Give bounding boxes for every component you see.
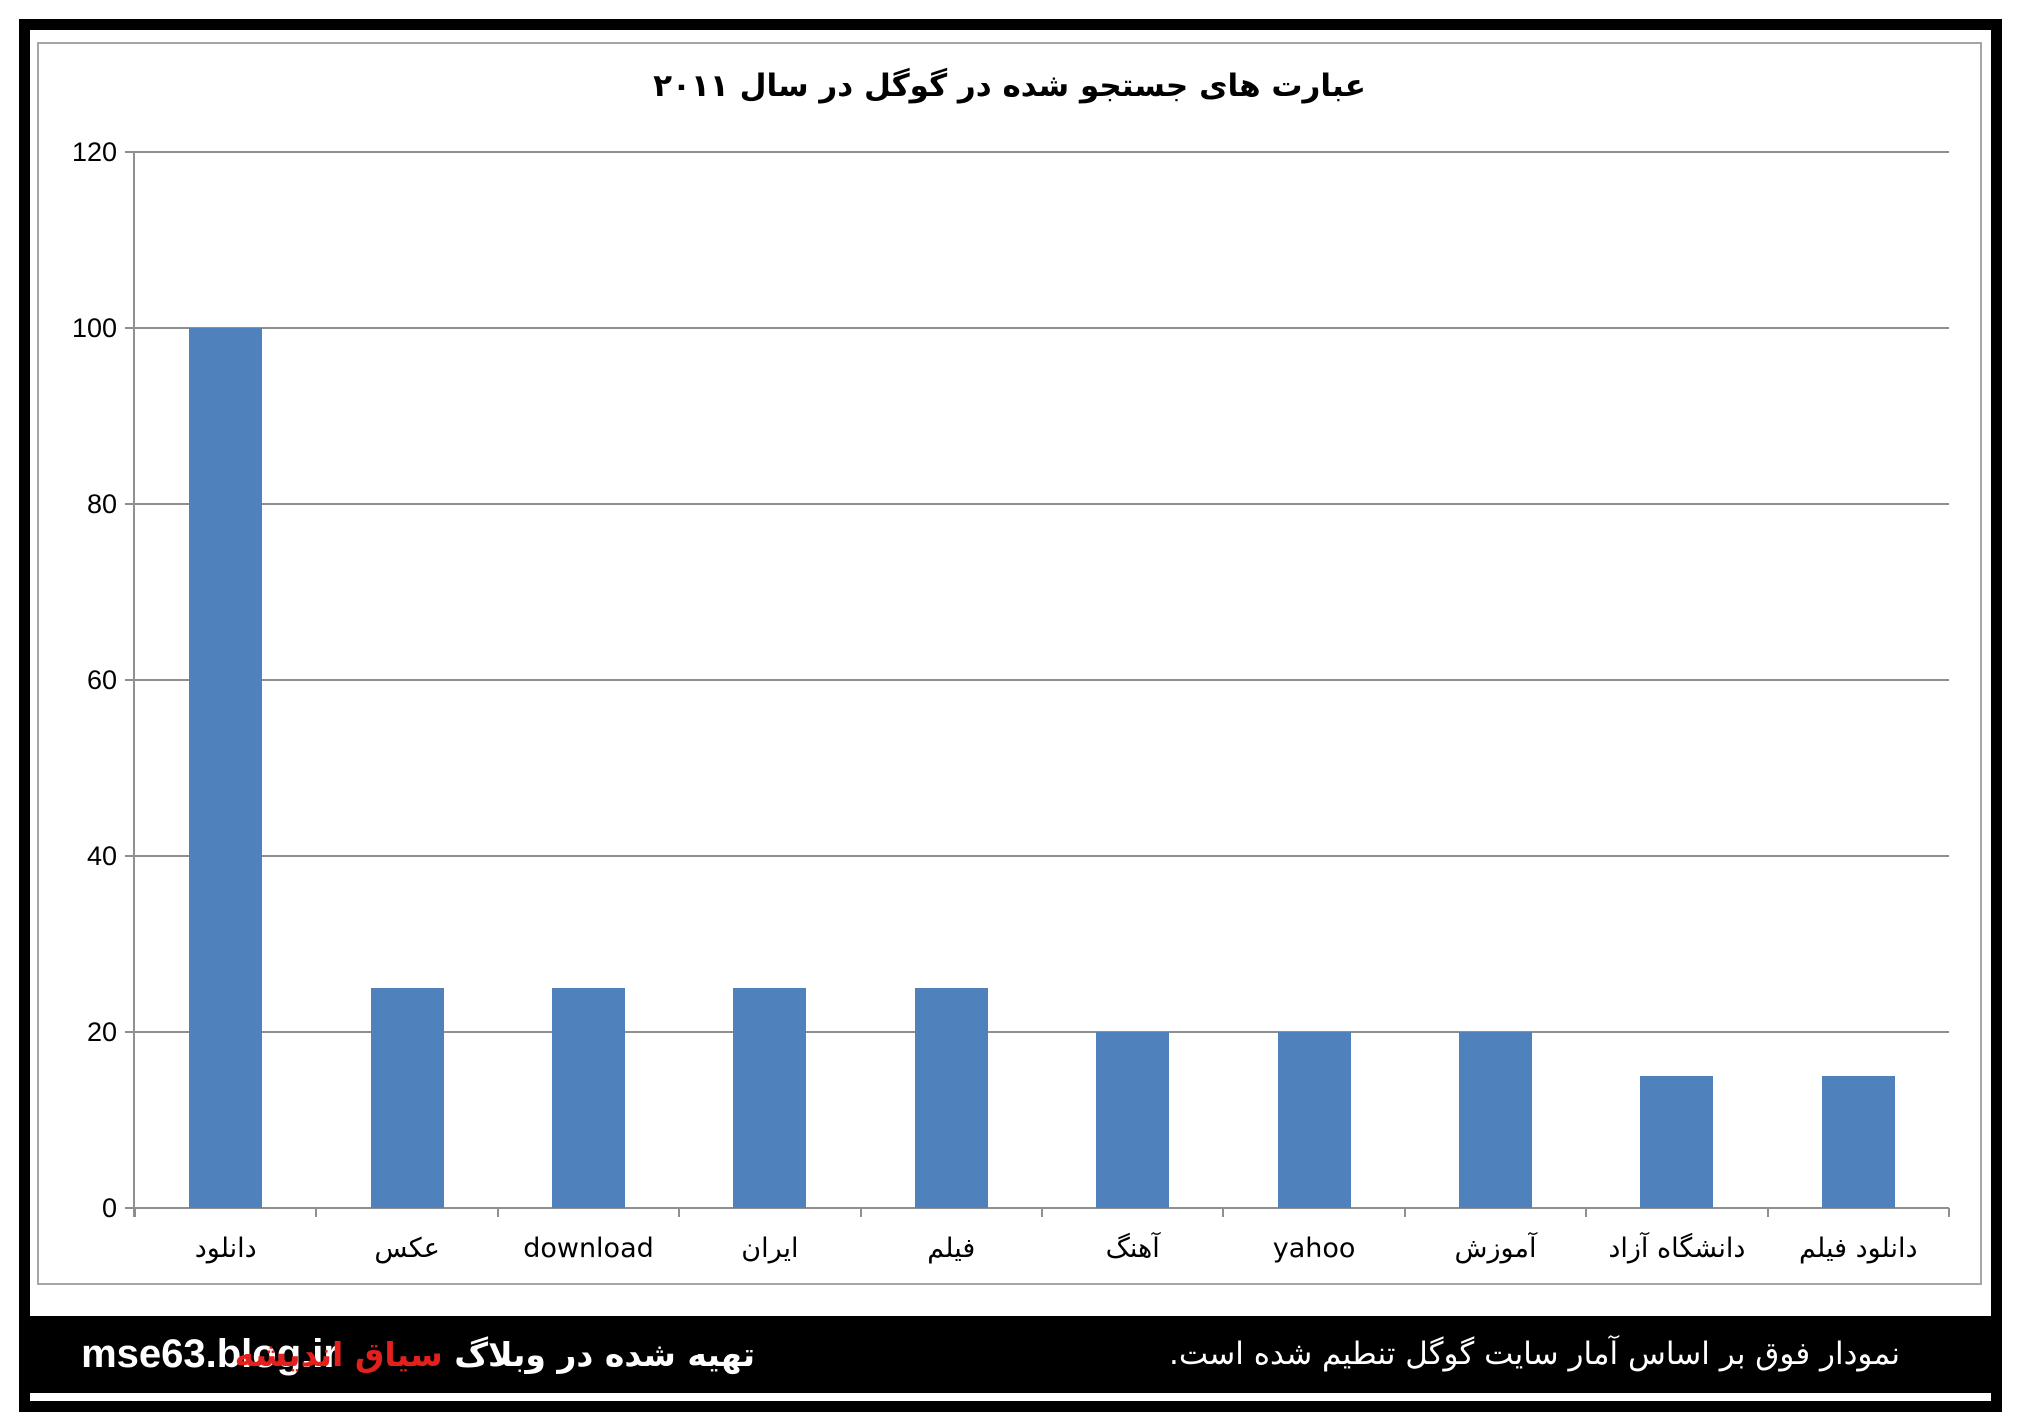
gridline-100 xyxy=(125,327,1949,329)
bar-download xyxy=(552,988,625,1208)
source-note: نمودار فوق بر اساس آمار سایت گوگل تنطیم … xyxy=(1168,1336,1900,1372)
x-axis-label: فیلم xyxy=(927,1233,976,1264)
x-axis-tick xyxy=(315,1208,318,1217)
x-axis-label: ایران xyxy=(741,1233,799,1264)
bar-دانلود فیلم xyxy=(1821,1076,1895,1208)
x-axis-label: yahoo xyxy=(1272,1233,1356,1264)
gridline-60 xyxy=(125,679,1949,681)
y-axis xyxy=(133,152,135,1217)
bar-عکس xyxy=(370,988,444,1208)
x-axis xyxy=(125,1207,1949,1209)
footer-banner: mse63.blog.ir تهیه شده در وبلاگ سیاق اند… xyxy=(30,1316,1991,1393)
chart-title: عبارت های جستجو شده در گوگل در سال ۲۰۱۱ xyxy=(653,68,1366,104)
x-axis-tick xyxy=(859,1208,862,1217)
y-tick-label: 80 xyxy=(86,489,117,519)
x-axis-tick xyxy=(1766,1208,1769,1217)
x-axis-tick xyxy=(496,1208,499,1217)
x-axis-label: آهنگ xyxy=(1105,1233,1160,1264)
gridline-20 xyxy=(125,1031,1949,1033)
x-axis-tick xyxy=(1222,1208,1225,1217)
outer-frame xyxy=(19,19,2002,1412)
y-tick-label: 60 xyxy=(86,665,117,695)
bar-yahoo xyxy=(1277,1032,1351,1208)
credit-blog-name: سیاق اندیشه xyxy=(234,1335,443,1374)
x-axis-tick xyxy=(1585,1208,1588,1217)
x-axis-label: دانلود xyxy=(194,1233,257,1264)
bar-آهنگ xyxy=(1096,1032,1170,1208)
bar-ایران xyxy=(733,988,807,1208)
y-tick-label: 100 xyxy=(71,313,117,343)
bar-آموزش xyxy=(1459,1032,1532,1208)
bar-فیلم xyxy=(914,988,988,1208)
bar-دانشگاه آزاد xyxy=(1640,1076,1714,1208)
bar-دانلود xyxy=(189,328,263,1208)
x-axis-tick xyxy=(1403,1208,1406,1217)
credit-prefix: تهیه شده در وبلاگ xyxy=(454,1335,755,1374)
credit-text: تهیه شده در وبلاگ سیاق اندیشه xyxy=(235,1316,755,1393)
x-axis-tick xyxy=(678,1208,681,1217)
y-tick-label: 0 xyxy=(101,1193,117,1223)
x-axis-label: دانشگاه آزاد xyxy=(1608,1233,1746,1264)
x-axis-tick xyxy=(1041,1208,1043,1217)
gridline-80 xyxy=(125,503,1949,505)
x-axis-label: download xyxy=(523,1233,654,1264)
x-axis-label: دانلود فیلم xyxy=(1799,1233,1918,1264)
y-tick-label: 120 xyxy=(71,137,117,167)
site-url: mse63.blog.ir xyxy=(81,1332,339,1376)
x-axis-tick xyxy=(134,1208,136,1217)
x-axis-label: عکس xyxy=(374,1233,440,1264)
x-axis-tick xyxy=(1948,1208,1950,1217)
y-tick-label: 20 xyxy=(86,1017,117,1047)
y-tick-label: 40 xyxy=(86,841,117,871)
x-axis-label: آموزش xyxy=(1454,1233,1537,1264)
gridline-120 xyxy=(125,151,1949,153)
gridline-40 xyxy=(125,855,1949,857)
